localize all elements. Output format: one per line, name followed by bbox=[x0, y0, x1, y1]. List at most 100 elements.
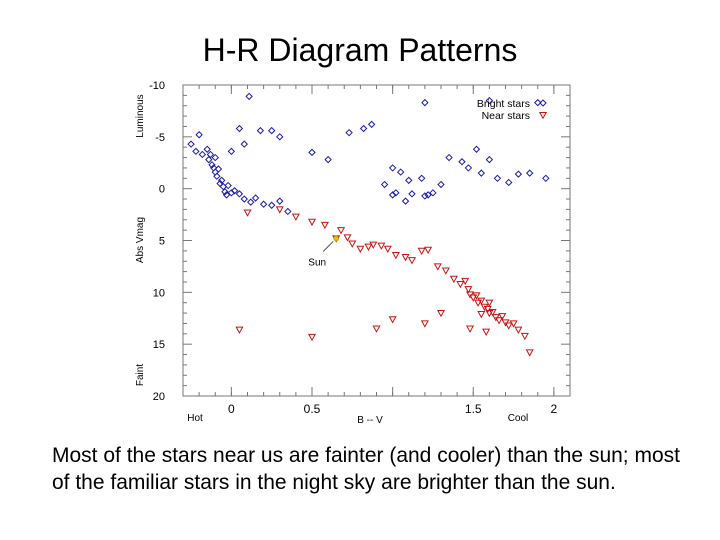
near-star-point bbox=[307, 218, 317, 227]
y-tick-label: 20 bbox=[153, 391, 165, 403]
y-tick-label: 10 bbox=[153, 287, 165, 299]
plot-frame bbox=[182, 84, 571, 397]
y-tick-label: 0 bbox=[159, 184, 165, 196]
sun-pointer-line bbox=[322, 241, 334, 252]
near-star-point bbox=[369, 241, 378, 249]
bright-star-point bbox=[240, 140, 248, 148]
bright-star-point bbox=[206, 150, 215, 159]
x-tick-label: 0.5 bbox=[304, 402, 321, 416]
near-star-point bbox=[456, 280, 465, 289]
legend-entry-marker bbox=[539, 99, 547, 107]
near-star-point bbox=[482, 328, 491, 336]
bright-star-point bbox=[203, 145, 211, 153]
y-end-label-luminous: Luminous bbox=[135, 94, 146, 137]
bright-star-point bbox=[458, 158, 466, 166]
near-star-point bbox=[336, 227, 346, 235]
legend-entry-label: Bright stars bbox=[477, 98, 530, 110]
near-star-point bbox=[485, 310, 494, 318]
near-star-point bbox=[372, 325, 381, 333]
bright-star-point bbox=[359, 124, 368, 133]
bright-star-point bbox=[208, 161, 216, 169]
sun-marker bbox=[333, 235, 339, 242]
sun-label: Sun bbox=[308, 257, 326, 268]
near-star-point bbox=[474, 299, 483, 307]
tick-labels: 0 0.5 1.5 2 -10 -5 0 5 10 15 20 bbox=[149, 80, 557, 416]
near-star-point bbox=[391, 251, 400, 260]
bright-star-point bbox=[214, 165, 223, 173]
bright-star-point bbox=[276, 197, 284, 205]
bright-star-point bbox=[367, 120, 376, 129]
near-star-point bbox=[388, 316, 397, 324]
bright-star-point bbox=[230, 187, 239, 195]
bright-star-point bbox=[505, 178, 513, 187]
y-tick-label: 5 bbox=[159, 236, 165, 248]
bright-star-point bbox=[445, 153, 453, 162]
legend-entry-label: Near stars bbox=[482, 110, 530, 122]
near-star-point bbox=[514, 326, 523, 334]
x-axis-label: B -- V bbox=[357, 415, 383, 426]
near-star-point bbox=[401, 254, 410, 262]
bright-star-point bbox=[222, 191, 231, 199]
bright-star-point bbox=[485, 155, 494, 164]
sun-annotation: Sun bbox=[308, 235, 339, 268]
near-star-point bbox=[461, 277, 470, 286]
near-star-point bbox=[433, 263, 442, 271]
bright-star-point bbox=[235, 190, 244, 198]
bright-star-point bbox=[256, 126, 265, 135]
near-star-point bbox=[436, 310, 446, 318]
bright-star-point bbox=[217, 176, 226, 185]
bright-star-point bbox=[388, 164, 397, 172]
bright-star-point bbox=[308, 148, 316, 157]
data-points bbox=[187, 92, 550, 357]
near-star-point bbox=[356, 245, 365, 254]
near-star-point bbox=[480, 303, 489, 312]
bright-star-point bbox=[525, 169, 534, 177]
bright-star-point bbox=[380, 180, 389, 189]
bright-star-point bbox=[227, 147, 236, 156]
near-star-point bbox=[291, 213, 300, 221]
x-end-label-hot: Hot bbox=[187, 413, 203, 424]
bright-star-point bbox=[408, 190, 416, 198]
y-tick-label: -5 bbox=[155, 132, 165, 144]
bright-star-point bbox=[221, 188, 229, 196]
near-star-point bbox=[477, 311, 486, 319]
near-star-point bbox=[449, 275, 458, 284]
near-star-point bbox=[465, 325, 475, 333]
near-star-point bbox=[498, 313, 507, 321]
bright-star-point bbox=[192, 147, 200, 156]
bright-star-point bbox=[267, 126, 276, 135]
bright-star-point bbox=[396, 168, 405, 176]
bright-star-point bbox=[405, 176, 413, 185]
near-star-point bbox=[520, 332, 529, 341]
near-star-point bbox=[464, 286, 473, 294]
axis-ticks bbox=[183, 84, 570, 397]
near-star-point bbox=[488, 308, 497, 317]
near-star-point bbox=[377, 242, 386, 250]
y-tick-label: -10 bbox=[149, 80, 165, 92]
x-tick-label: 2 bbox=[551, 402, 558, 416]
near-star-point bbox=[364, 243, 373, 251]
bright-star-point bbox=[493, 174, 502, 183]
near-star-point bbox=[417, 247, 426, 256]
near-star-point bbox=[504, 322, 513, 330]
near-star-point bbox=[320, 221, 329, 230]
bright-star-point bbox=[345, 128, 353, 137]
near-star-point bbox=[424, 246, 433, 255]
axis-end-labels: Hot Cool Luminous Faint bbox=[135, 94, 528, 424]
bright-star-point bbox=[429, 189, 437, 197]
bright-star-point bbox=[477, 169, 486, 177]
bright-star-point bbox=[417, 174, 426, 183]
y-tick-label: 15 bbox=[153, 339, 165, 351]
near-star-point bbox=[441, 267, 450, 275]
bright-star-point bbox=[235, 124, 244, 133]
bright-star-point bbox=[276, 133, 284, 141]
bright-star-point bbox=[514, 170, 523, 178]
bright-star-point bbox=[542, 174, 550, 183]
slide-title: H-R Diagram Patterns bbox=[202, 32, 518, 68]
legend-entry-marker bbox=[538, 111, 548, 120]
x-tick-label: 1.5 bbox=[465, 402, 482, 416]
bright-star-point bbox=[472, 145, 481, 153]
near-star-point bbox=[495, 317, 504, 325]
